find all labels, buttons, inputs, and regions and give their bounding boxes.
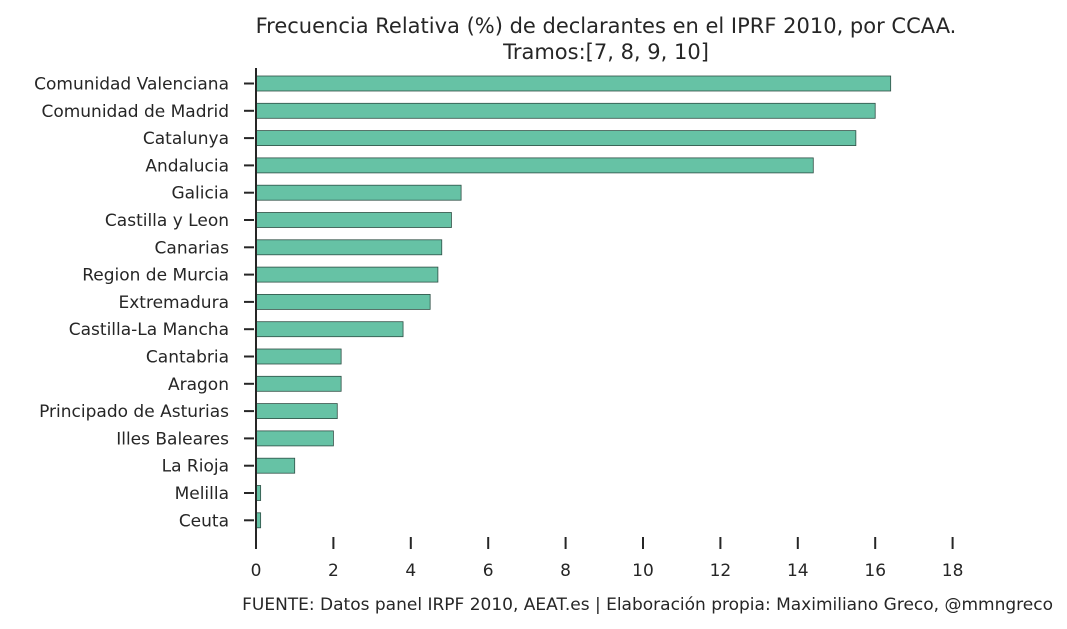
bar-comunidad-valenciana [255,75,892,92]
bar-cantabria [255,348,342,365]
x-tick-label-8: 8 [560,561,571,581]
bar-aragon [255,375,342,392]
bar-andalucia [255,157,814,174]
x-tick-label-12: 12 [710,561,732,581]
category-label-illes-baleares: Illes Baleares [116,429,229,449]
x-tick-label-16: 16 [864,561,886,581]
bar-region-de-murcia [255,266,439,283]
category-label-extremadura: Extremadura [119,293,230,313]
bar-canarias [255,239,443,256]
x-axis: 0 2 4 6 8 10 12 14 16 18 [251,537,964,581]
category-label-region-de-murcia: Region de Murcia [82,266,229,286]
category-label-principado-de-asturias: Principado de Asturias [39,402,229,422]
category-labels-group: Comunidad Valenciana Comunidad de Madrid C… [34,75,254,531]
bar-extremadura [255,293,431,310]
bar-la-rioja [255,457,296,474]
category-label-cantabria: Cantabria [146,348,229,368]
category-label-melilla: Melilla [175,484,229,504]
x-tick-label-14: 14 [787,561,809,581]
bar-galicia [255,184,462,201]
bar-castilla-la-mancha [255,321,404,338]
chart-title-line2: Tramos:[7, 8, 9, 10] [502,40,709,64]
category-label-catalunya: Catalunya [143,129,229,149]
bar-castilla-y-leon [255,212,452,228]
category-label-comunidad-valenciana: Comunidad Valenciana [34,75,229,95]
category-label-la-rioja: La Rioja [162,457,229,477]
chart-title-line1: Frecuencia Relativa (%) de declarantes e… [256,14,957,38]
source-note: FUENTE: Datos panel IRPF 2010, AEAT.es |… [242,595,1053,615]
x-tick-label-10: 10 [632,561,654,581]
category-label-comunidad-de-madrid: Comunidad de Madrid [41,102,229,122]
bar-comunidad-de-madrid [255,102,876,119]
x-tick-label-0: 0 [251,561,262,581]
bar-illes-baleares [255,430,334,447]
bar-principado-de-asturias [255,403,338,420]
category-label-ceuta: Ceuta [179,511,229,531]
category-label-andalucia: Andalucia [145,156,229,176]
category-label-castilla-y-leon: Castilla y Leon [105,211,229,231]
x-tick-label-6: 6 [483,561,494,581]
x-tick-label-4: 4 [405,561,416,581]
x-tick-label-2: 2 [328,561,339,581]
category-label-canarias: Canarias [155,238,230,258]
category-label-castilla-la-mancha: Castilla-La Mancha [69,320,229,340]
category-label-galicia: Galicia [171,184,229,204]
x-tick-label-18: 18 [942,561,964,581]
bars-group [255,75,892,529]
bar-catalunya [255,130,857,147]
category-label-aragon: Aragon [168,375,229,395]
